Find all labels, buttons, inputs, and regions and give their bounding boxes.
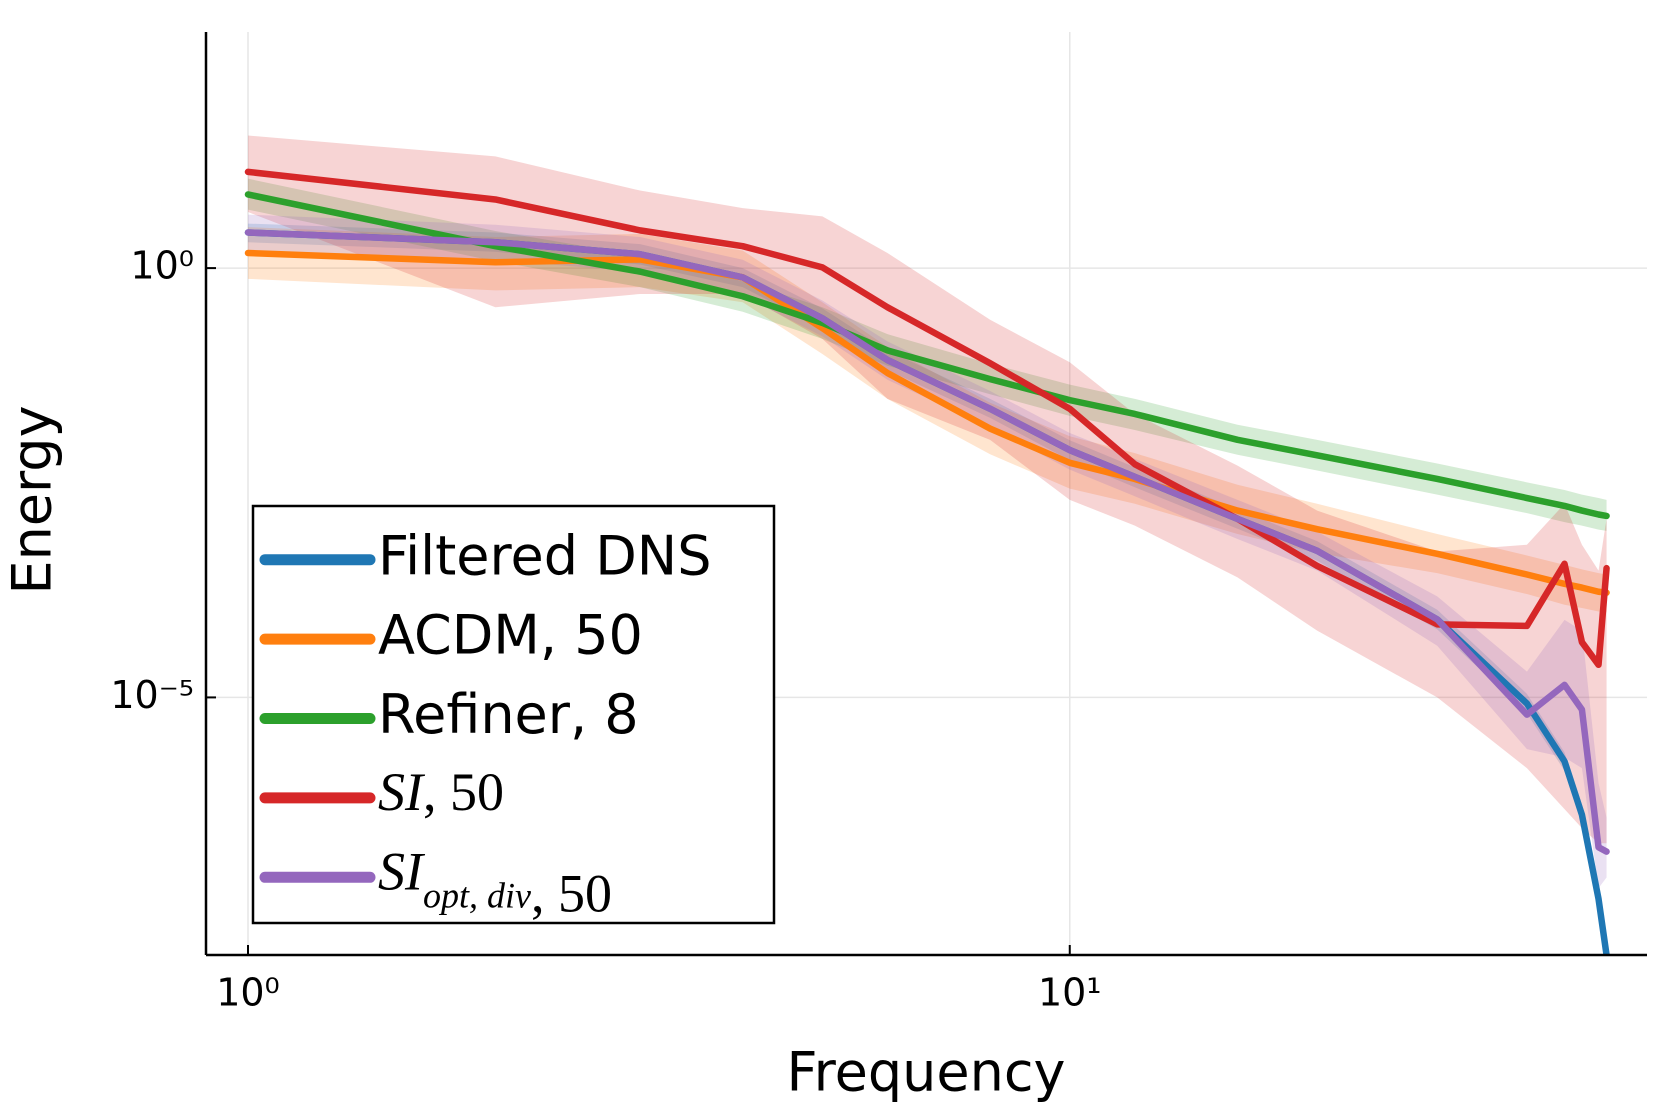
series-line <box>244 168 1610 669</box>
x-tick-label: 10¹ <box>1038 971 1102 1015</box>
confidence-band <box>247 214 1607 889</box>
y-axis-label: Energy <box>1 405 64 594</box>
legend-label: SIopt, div, 50 <box>378 842 612 924</box>
legend: Filtered DNS ACDM, 50 Refiner, 8 SI, 50 SIop… <box>251 504 776 925</box>
y-tick-label: 10⁰ <box>130 244 194 288</box>
y-tick-label: 10⁻⁵ <box>110 673 194 717</box>
legend-label: Filtered DNS <box>378 524 711 587</box>
legend-label: SI, 50 <box>378 762 504 822</box>
legend-label: Refiner, 8 <box>378 683 639 746</box>
confidence-band <box>247 223 1607 955</box>
ticks: 10⁰ 10¹ 10⁻⁵ 10⁰ <box>110 244 1101 1015</box>
series-line <box>244 229 1610 855</box>
confidence-band <box>247 135 1607 844</box>
series-line <box>244 191 1610 520</box>
x-tick-label: 10⁰ <box>216 971 280 1015</box>
legend-label: ACDM, 50 <box>378 604 643 667</box>
lines <box>244 168 1610 955</box>
x-axis-label: Frequency <box>787 1041 1066 1104</box>
